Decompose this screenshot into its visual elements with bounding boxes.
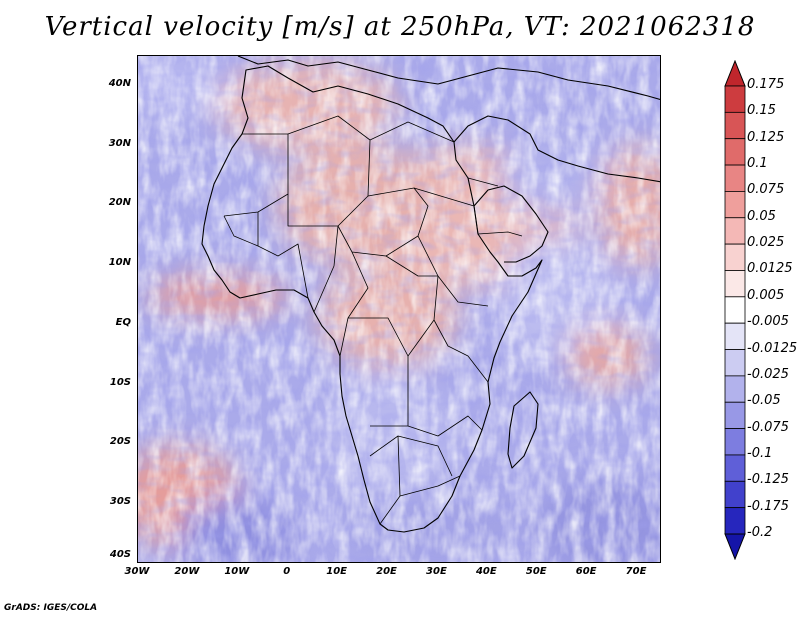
colorbar-swatch (724, 428, 746, 456)
lat-tick-label: EQ (115, 316, 131, 328)
lon-tick-label: 10E (326, 566, 347, 577)
colorbar-tick-label: 0.025 (747, 235, 785, 251)
lon-tick-label: 60E (575, 566, 597, 577)
colorbar-tick-label: -0.125 (747, 472, 789, 488)
madagascar-coastline (507, 391, 539, 469)
colorbar-tick-label: -0.175 (747, 498, 789, 514)
colorbar-swatch (724, 507, 746, 535)
colorbar-swatch (724, 164, 746, 192)
colorbar-tick-label: -0.1 (747, 445, 773, 461)
colorbar-tick-label: 0.005 (747, 287, 785, 303)
colorbar-swatch (724, 375, 746, 403)
colorbar-tick-label: 0.05 (747, 208, 776, 224)
colorbar-tick-label: -0.2 (747, 525, 773, 540)
colorbar-max-arrow (724, 60, 746, 87)
colorbar-swatch (724, 349, 746, 377)
colorbar-swatch (724, 191, 746, 219)
colorbar-tick-label: 0.175 (747, 77, 785, 92)
colorbar-tick-label: -0.025 (747, 366, 789, 382)
lat-tick-label: 30N (108, 137, 131, 149)
colorbar-swatch (724, 322, 746, 350)
lon-tick-label: 20W (174, 566, 200, 577)
colorbar-swatch (724, 401, 746, 429)
coastlines (201, 56, 660, 533)
colorbar-swatch (724, 296, 746, 324)
lat-tick-label: 10N (108, 257, 131, 269)
colorbar-swatch (724, 480, 746, 509)
colorbar-tick-label: 0.1 (747, 156, 768, 172)
africa-coastline (201, 65, 543, 533)
country-borders (223, 115, 523, 525)
lon-tick-label: 30W (124, 566, 150, 577)
colorbar-swatch (724, 270, 746, 298)
grads-credit: GrADS: IGES/COLA (4, 603, 98, 613)
colorbar-swatch (724, 243, 746, 271)
colorbar-min-arrow (724, 533, 746, 560)
lat-tick-label: 20S (109, 436, 131, 448)
lon-tick-label: 40E (475, 566, 497, 577)
lat-tick-label: 40S (109, 549, 131, 560)
colorbar-tick-label: -0.075 (747, 419, 789, 435)
lat-tick-label: 40N (108, 77, 131, 89)
gulf-coastline (473, 185, 549, 263)
lon-tick-label: 70E (625, 566, 647, 577)
lat-tick-label: 30S (109, 496, 131, 508)
arabia-coastline (453, 115, 660, 183)
lon-tick-label: 50E (525, 566, 547, 577)
colorbar (724, 60, 746, 560)
lon-tick-label: 10W (224, 566, 250, 577)
colorbar-tick-label: 0.0125 (747, 261, 793, 277)
colorbar-tick-label: 0.125 (747, 129, 785, 145)
lon-tick-label: 20E (376, 566, 397, 577)
colorbar-tick-label: 0.075 (747, 182, 785, 198)
lon-tick-label: 0 (283, 566, 291, 577)
colorbar-tick-label: -0.05 (747, 393, 781, 409)
lat-tick-label: 20N (108, 197, 131, 209)
vertical-velocity-map (137, 55, 661, 563)
lat-tick-label: 10S (109, 376, 131, 388)
north-coastline (237, 56, 660, 101)
colorbar-tick-label: -0.005 (747, 314, 789, 330)
map-title: Vertical velocity [m/s] at 250hPa, VT: 2… (44, 12, 756, 42)
colorbar-swatch (724, 138, 746, 166)
colorbar-swatch (724, 111, 746, 140)
colorbar-swatch (724, 454, 746, 482)
map-canvas (138, 56, 660, 562)
colorbar-tick-label: -0.0125 (747, 340, 798, 356)
colorbar-tick-label: 0.15 (747, 103, 776, 119)
colorbar-swatch (724, 217, 746, 245)
colorbar-swatch (724, 85, 746, 113)
lon-tick-label: 30E (426, 566, 447, 577)
